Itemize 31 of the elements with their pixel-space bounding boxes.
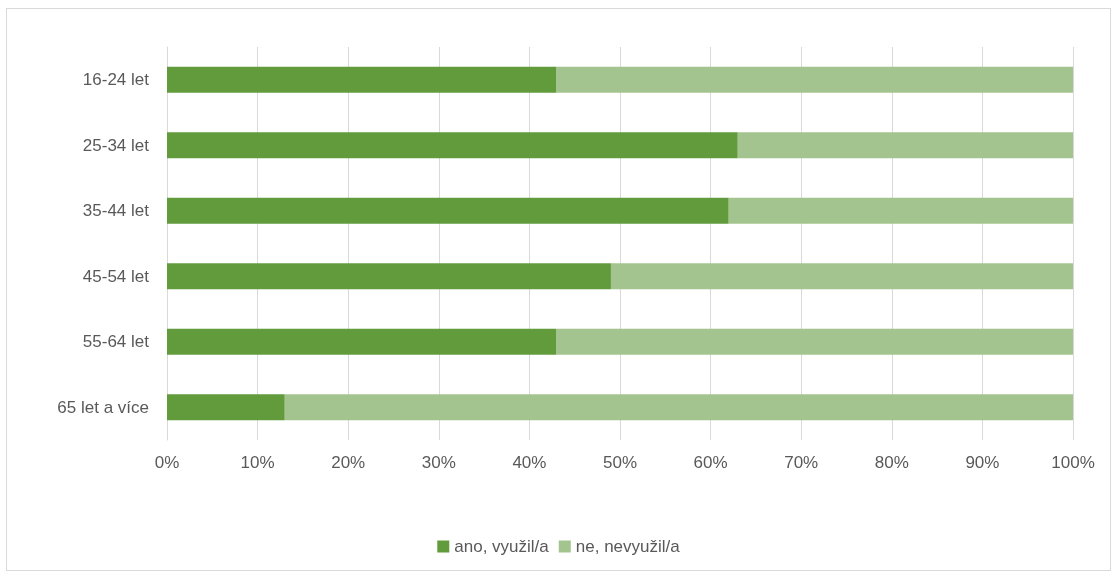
bar: [556, 328, 1073, 355]
x-tick-label: 70%: [784, 453, 819, 472]
x-tick-label: 0%: [154, 453, 180, 472]
y-tick-label: 55-64 let: [82, 332, 150, 352]
bar: [167, 132, 738, 159]
legend-label: ne, nevyužil/a: [575, 537, 681, 556]
bar: [167, 197, 729, 224]
x-tick-label: 10%: [240, 453, 275, 472]
x-tick-label: 30%: [421, 453, 456, 472]
x-tick-label: 50%: [602, 453, 638, 472]
legend-label: ano, využil/a: [454, 537, 550, 556]
x-tick-label: 80%: [874, 453, 909, 472]
x-tick-label: 20%: [331, 453, 366, 472]
bar: [284, 394, 1073, 421]
y-tick-label: 35-44 let: [82, 201, 150, 221]
x-tick-label: 60%: [693, 453, 728, 472]
bar: [167, 66, 557, 93]
bar: [737, 132, 1073, 159]
bar: [167, 263, 611, 290]
bar: [167, 394, 285, 421]
y-tick-label: 25-34 let: [82, 135, 150, 155]
bar: [728, 197, 1073, 224]
x-tick-label: 100%: [1051, 453, 1095, 472]
bar: [167, 328, 557, 355]
x-tick-label: 90%: [965, 453, 1000, 472]
bar: [610, 263, 1073, 290]
x-tick-label: 40%: [512, 453, 547, 472]
y-tick-label: 45-54 let: [82, 266, 150, 286]
y-tick-label: 16-24 let: [82, 70, 150, 90]
bar: [556, 66, 1073, 93]
y-tick-label: 65 let a více: [57, 397, 149, 417]
